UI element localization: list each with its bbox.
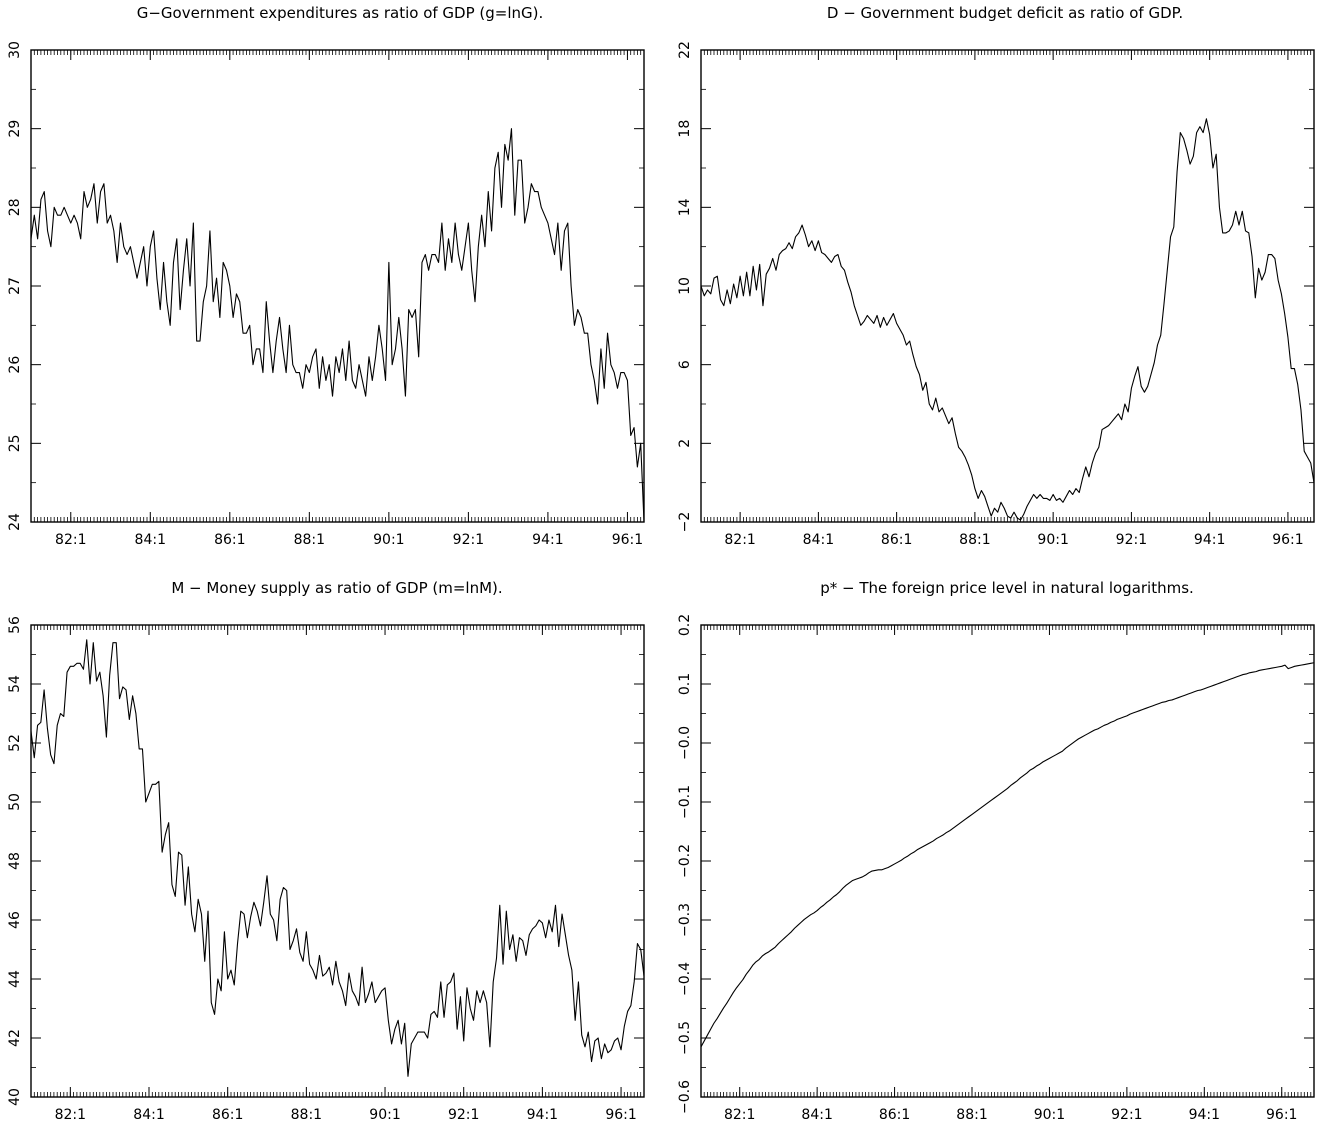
y-tick-label: 25	[7, 434, 23, 452]
y-tick-label: 48	[7, 852, 23, 870]
y-tick-label: 44	[7, 970, 23, 988]
y-tick-label: 14	[677, 198, 693, 216]
panel-title: p* − The foreign price level in natural …	[820, 579, 1194, 597]
y-tick-label: 10	[677, 277, 693, 295]
x-tick-label: 88:1	[291, 1107, 322, 1123]
y-tick-label: 0.1	[677, 673, 693, 695]
x-tick-label: 82:1	[55, 532, 86, 548]
x-tick-label: 90:1	[373, 532, 404, 548]
y-tick-label: −2	[677, 512, 693, 533]
y-tick-label: 50	[7, 793, 23, 811]
x-tick-label: 92:1	[1116, 532, 1147, 548]
x-tick-label: 88:1	[959, 532, 990, 548]
x-tick-label: 86:1	[212, 1107, 243, 1123]
panel-foreign-price-level: p* − The foreign price level in natural …	[677, 579, 1315, 1123]
y-tick-label: −0.0	[677, 726, 693, 760]
y-tick-label: 56	[7, 616, 23, 634]
x-tick-label: 96:1	[612, 532, 643, 548]
x-tick-label: 96:1	[605, 1107, 636, 1123]
y-tick-label: 6	[677, 360, 693, 369]
plot-frame	[700, 624, 1315, 1098]
y-tick-label: 30	[7, 41, 23, 59]
y-tick-label: −0.1	[677, 785, 693, 819]
y-tick-label: −0.2	[677, 844, 693, 878]
y-tick-label: 46	[7, 911, 23, 929]
y-tick-label: 27	[7, 277, 23, 295]
y-tick-label: 22	[677, 41, 693, 59]
x-minor-ticks	[700, 625, 1315, 1097]
panel-title: D − Government budget deficit as ratio o…	[827, 4, 1183, 22]
x-tick-label: 84:1	[803, 532, 834, 548]
plot-frame	[700, 49, 1315, 523]
x-tick-label: 84:1	[133, 1107, 164, 1123]
x-tick-label: 88:1	[294, 532, 325, 548]
x-tick-label: 94:1	[527, 1107, 558, 1123]
x-tick-label: 96:1	[1272, 532, 1303, 548]
y-tick-label: 28	[7, 198, 23, 216]
y-tick-label: −0.3	[677, 903, 693, 937]
y-tick-label: −0.6	[677, 1080, 693, 1114]
x-tick-label: 90:1	[1037, 532, 1068, 548]
x-minor-ticks	[30, 625, 645, 1097]
x-tick-label: 94:1	[1189, 1107, 1220, 1123]
series-line	[700, 662, 1315, 1048]
y-tick-label: −0.5	[677, 1021, 693, 1055]
x-tick-label: 88:1	[956, 1107, 987, 1123]
panel-title: M − Money supply as ratio of GDP (m=lnM)…	[171, 579, 502, 597]
x-tick-label: 96:1	[1266, 1107, 1297, 1123]
x-tick-label: 84:1	[801, 1107, 832, 1123]
x-tick-label: 94:1	[1194, 532, 1225, 548]
panel-budget-deficit: D − Government budget deficit as ratio o…	[677, 4, 1315, 548]
y-tick-label: 29	[7, 120, 23, 138]
y-tick-label: 54	[7, 675, 23, 693]
y-tick-label: 0.2	[677, 614, 693, 636]
panel-money-supply: M − Money supply as ratio of GDP (m=lnM)…	[7, 579, 645, 1123]
y-tick-label: 42	[7, 1029, 23, 1047]
x-tick-label: 92:1	[453, 532, 484, 548]
x-minor-ticks	[700, 50, 1315, 522]
x-tick-label: 90:1	[1034, 1107, 1065, 1123]
x-tick-label: 94:1	[532, 532, 563, 548]
series-line	[30, 639, 645, 1077]
panel-title: G−Government expenditures as ratio of GD…	[137, 4, 544, 22]
plot-frame	[30, 49, 645, 523]
x-tick-label: 86:1	[881, 532, 912, 548]
y-tick-label: −0.4	[677, 962, 693, 996]
x-tick-label: 90:1	[369, 1107, 400, 1123]
x-tick-label: 92:1	[1111, 1107, 1142, 1123]
x-tick-label: 84:1	[135, 532, 166, 548]
y-tick-label: 2	[677, 439, 693, 448]
y-tick-label: 52	[7, 734, 23, 752]
panel-government-expenditures: G−Government expenditures as ratio of GD…	[7, 4, 645, 548]
series-line	[30, 128, 645, 523]
y-tick-label: 24	[7, 513, 23, 531]
y-tick-label: 40	[7, 1088, 23, 1106]
x-tick-label: 82:1	[724, 532, 755, 548]
plot-frame	[30, 624, 645, 1098]
x-tick-label: 86:1	[879, 1107, 910, 1123]
x-tick-label: 86:1	[214, 532, 245, 548]
x-tick-label: 82:1	[55, 1107, 86, 1123]
x-tick-label: 92:1	[448, 1107, 479, 1123]
series-line	[700, 118, 1315, 521]
y-tick-label: 26	[7, 356, 23, 374]
x-minor-ticks	[30, 50, 645, 522]
x-tick-label: 82:1	[724, 1107, 755, 1123]
y-tick-label: 18	[677, 120, 693, 138]
